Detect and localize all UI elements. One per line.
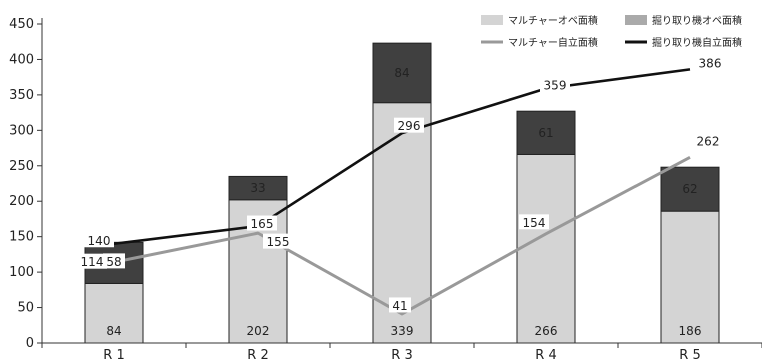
- line-label-digger-self-1: 140: [84, 232, 114, 248]
- y-tick-label: 200: [9, 194, 34, 209]
- bar-label-digger-op-2: 33: [250, 181, 265, 195]
- axis-layer: 0 50 100 150 200 250 300 350 400 450 R 1 R 2 R 3 R 4 R…: [9, 17, 762, 361]
- line-label-digger-self-4-text: 359: [544, 79, 567, 93]
- line-label-mulcher-self-4: 154: [519, 214, 549, 230]
- line-label-digger-self-5-text: 386: [699, 56, 722, 70]
- y-tick-label: 150: [9, 230, 34, 245]
- bar-label-digger-op-5: 62: [682, 182, 697, 196]
- bars-layer: [84, 42, 720, 344]
- legend-swatch-mulcher-op: [481, 15, 503, 25]
- y-tick-label: 350: [9, 88, 34, 103]
- line-label-mulcher-self-1-text: 114: [81, 255, 104, 269]
- line-label-mulcher-self-1: 114: [77, 253, 107, 269]
- series-line-mulcher-self: [113, 155, 691, 316]
- bar-label-mulcher-op-2: 202: [247, 324, 270, 338]
- bar-label-mulcher-op-3: 339: [391, 324, 414, 338]
- legend-label-digger-op: 掘り取り機オペ面積: [652, 14, 742, 27]
- series-line-digger-self: [113, 68, 691, 246]
- line-label-digger-self-4: 359: [540, 77, 570, 93]
- line-label-mulcher-self-5-text: 262: [697, 134, 720, 148]
- line-label-digger-self-3-bg: [394, 117, 424, 133]
- bar-label-mulcher-op-4: 266: [535, 324, 558, 338]
- legend: マルチャーオペ面積 掘り取り機オペ面積 マルチャー自立面積 掘り取り機自立面積: [481, 14, 742, 49]
- y-tick-label: 100: [9, 265, 34, 280]
- x-tick-label: R 4: [535, 348, 556, 361]
- line-label-digger-self-3: 296: [394, 117, 424, 133]
- bar-label-digger-op-1-bg: [103, 253, 125, 269]
- y-tick-label: 50: [17, 301, 34, 316]
- legend-label-digger-self: 掘り取り機自立面積: [652, 36, 742, 49]
- lines-layer: [113, 68, 691, 316]
- line-label-mulcher-self-2: 155: [263, 233, 293, 249]
- line-label-mulcher-self-5: 262: [693, 132, 723, 148]
- bar-label-digger-op-1: 58: [103, 253, 125, 269]
- x-tick-label: R 2: [247, 348, 268, 361]
- line-label-digger-self-2: 165: [247, 215, 277, 231]
- line-label-mulcher-self-4-text: 154: [523, 216, 546, 230]
- line-label-digger-self-5: 386: [695, 54, 725, 70]
- x-tick-label: R 3: [391, 348, 412, 361]
- line-label-mulcher-self-3-bg: [389, 297, 411, 313]
- line-label-digger-self-5-bg: [695, 54, 725, 70]
- bar-label-digger-op-1-text: 58: [106, 255, 121, 269]
- bar-digger-op-2: [228, 175, 288, 201]
- bar-label-digger-op-4: 61: [538, 126, 553, 140]
- y-tick-label: 250: [9, 159, 34, 174]
- line-label-mulcher-self-3-text: 41: [392, 299, 407, 313]
- line-label-mulcher-self-2-text: 155: [267, 235, 290, 249]
- bar-label-mulcher-op-5: 186: [679, 324, 702, 338]
- line-label-digger-self-4-bg: [540, 77, 570, 93]
- legend-swatch-digger-op: [625, 15, 647, 25]
- legend-item-mulcher-op: マルチャーオペ面積: [481, 14, 598, 27]
- line-label-digger-self-2-text: 165: [251, 217, 274, 231]
- legend-label-mulcher-op: マルチャーオペ面積: [508, 14, 598, 27]
- bar-digger-op-4: [516, 110, 576, 155]
- bar-mulcher-op-4: [516, 153, 576, 344]
- bar-label-digger-op-3: 84: [394, 66, 409, 80]
- line-label-mulcher-self-5-bg: [693, 132, 723, 148]
- line-label-mulcher-self-3: 41: [389, 297, 411, 313]
- labels-layer: 84 58 202 33 339 84 266 61 186 62 114 155 41 154 262 14…: [77, 54, 725, 338]
- y-tick-label: 450: [9, 17, 34, 32]
- bar-digger-op-5: [660, 166, 720, 212]
- line-label-digger-self-1-text: 140: [88, 234, 111, 248]
- bar-mulcher-op-1: [84, 282, 144, 344]
- line-label-digger-self-3-text: 296: [398, 119, 421, 133]
- line-label-mulcher-self-1-bg: [77, 253, 107, 269]
- bar-digger-op-3: [372, 42, 432, 104]
- line-label-digger-self-2-bg: [247, 215, 277, 231]
- line-label-mulcher-self-4-bg: [519, 214, 549, 230]
- bar-label-mulcher-op-1: 84: [106, 324, 121, 338]
- legend-label-mulcher-self: マルチャー自立面積: [508, 36, 598, 49]
- y-tick-label: 300: [9, 123, 34, 138]
- y-tick-label: 400: [9, 52, 34, 67]
- y-tick-label: 0: [26, 336, 34, 351]
- line-label-digger-self-1-bg: [84, 232, 114, 248]
- bar-mulcher-op-5: [660, 210, 720, 344]
- x-tick-label: R 1: [103, 348, 124, 361]
- legend-item-digger-self: 掘り取り機自立面積: [625, 36, 742, 49]
- x-tick-label: R 5: [679, 348, 700, 361]
- legend-item-digger-op: 掘り取り機オペ面積: [625, 14, 742, 27]
- legend-item-mulcher-self: マルチャー自立面積: [481, 36, 598, 49]
- line-label-mulcher-self-2-bg: [263, 233, 293, 249]
